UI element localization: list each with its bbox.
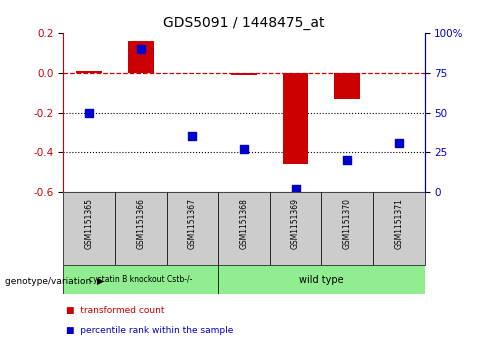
Point: [292, 186, 300, 192]
Bar: [218, 265, 425, 294]
Text: wild type: wild type: [299, 274, 344, 285]
Title: GDS5091 / 1448475_at: GDS5091 / 1448475_at: [163, 16, 325, 30]
Bar: [373, 192, 425, 265]
Bar: [283, 73, 308, 164]
Point: [343, 158, 351, 163]
Text: GSM1151366: GSM1151366: [136, 198, 145, 249]
Bar: [231, 73, 257, 75]
Text: GSM1151367: GSM1151367: [188, 198, 197, 249]
Bar: [270, 192, 322, 265]
Bar: [334, 73, 360, 99]
Bar: [115, 192, 166, 265]
Point: [395, 140, 403, 146]
Text: cystatin B knockout Cstb-/-: cystatin B knockout Cstb-/-: [89, 275, 192, 284]
Point: [188, 134, 196, 139]
Text: ■  percentile rank within the sample: ■ percentile rank within the sample: [66, 326, 233, 335]
Bar: [76, 70, 102, 73]
Bar: [63, 192, 115, 265]
Bar: [128, 41, 154, 73]
Point: [85, 110, 93, 115]
Text: ■  transformed count: ■ transformed count: [66, 306, 164, 315]
Text: GSM1151369: GSM1151369: [291, 198, 300, 249]
Text: genotype/variation  ▶: genotype/variation ▶: [5, 277, 104, 286]
Text: GSM1151365: GSM1151365: [85, 198, 94, 249]
Text: GSM1151371: GSM1151371: [394, 198, 403, 249]
Text: GSM1151368: GSM1151368: [240, 198, 248, 249]
Bar: [322, 192, 373, 265]
Bar: [63, 265, 218, 294]
Bar: [166, 192, 218, 265]
Point: [240, 146, 248, 152]
Text: GSM1151370: GSM1151370: [343, 198, 352, 249]
Bar: [218, 192, 270, 265]
Point: [137, 46, 145, 52]
